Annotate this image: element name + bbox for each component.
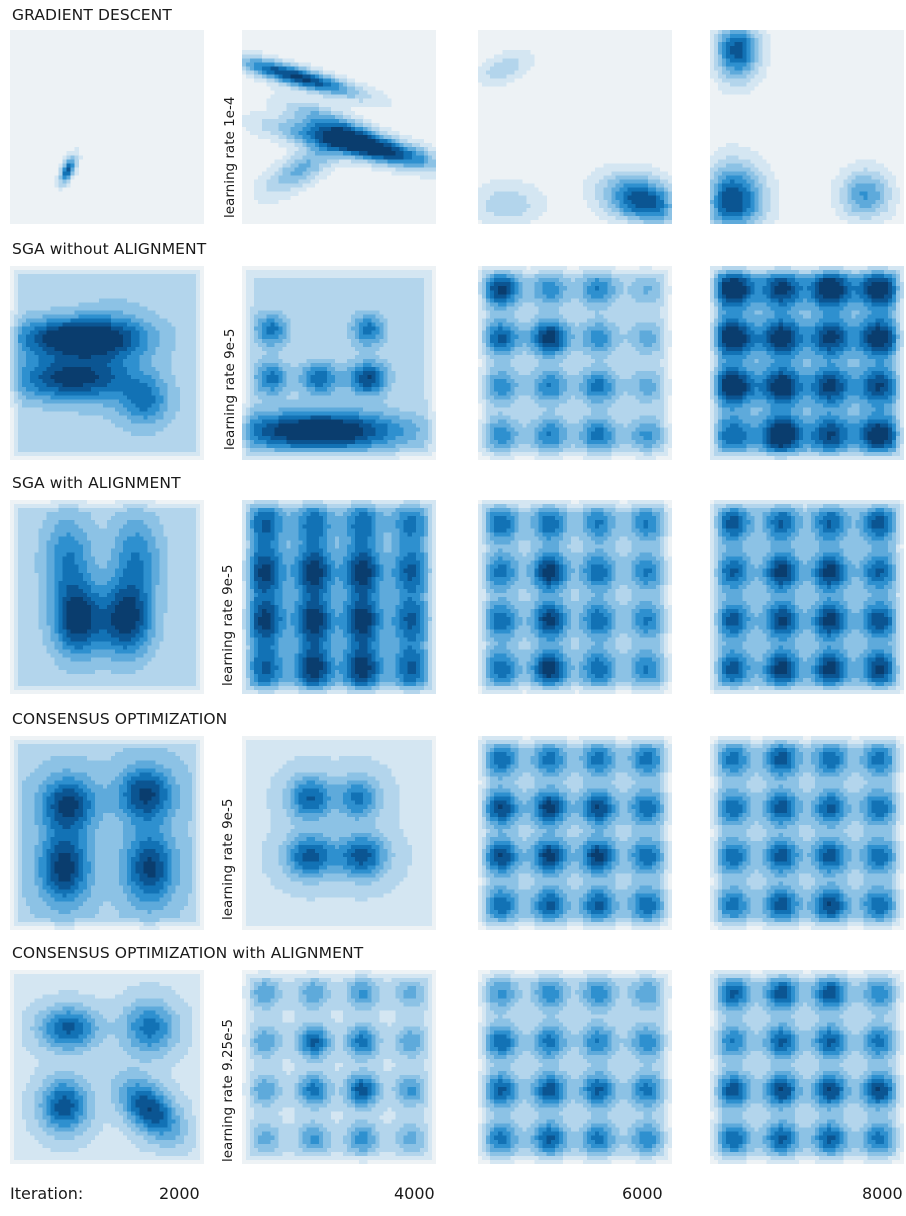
heatmap-panel-row3-col2 — [242, 500, 436, 694]
heatmap-panel-row4-col3 — [478, 736, 672, 930]
heatmap-panel-row2-col3 — [478, 266, 672, 460]
learning-rate-label: learning rate 9e-5 — [220, 799, 236, 920]
heatmap-panel-row2-col4 — [710, 266, 904, 460]
heatmap-panel-row2-col1 — [10, 266, 204, 460]
row-title-gradient-descent: GRADIENT DESCENT — [12, 6, 172, 24]
heatmap-panel-row5-col3 — [478, 970, 672, 1164]
heatmap-panel-row5-col1 — [10, 970, 204, 1164]
learning-rate-label: learning rate 9e-5 — [220, 565, 236, 686]
heatmap-panel-row2-col2 — [242, 266, 436, 460]
heatmap-panel-row4-col4 — [710, 736, 904, 930]
iteration-tick-8000: 8000 — [862, 1184, 903, 1203]
heatmap-panel-row1-col2 — [242, 30, 436, 224]
row-title-consensus-alignment: CONSENSUS OPTIMIZATION with ALIGNMENT — [12, 944, 363, 962]
heatmap-panel-row4-col2 — [242, 736, 436, 930]
heatmap-panel-row5-col2 — [242, 970, 436, 1164]
iteration-tick-2000: 2000 — [159, 1184, 200, 1203]
row-title-sga-with-alignment: SGA with ALIGNMENT — [12, 474, 181, 492]
iteration-label: Iteration: — [10, 1184, 83, 1203]
heatmap-panel-row3-col4 — [710, 500, 904, 694]
learning-rate-label: learning rate 1e-4 — [222, 97, 238, 218]
learning-rate-label: learning rate 9e-5 — [222, 329, 238, 450]
heatmap-panel-row5-col4 — [710, 970, 904, 1164]
heatmap-panel-row1-col3 — [478, 30, 672, 224]
heatmap-panel-row4-col1 — [10, 736, 204, 930]
row-title-consensus: CONSENSUS OPTIMIZATION — [12, 710, 227, 728]
iteration-tick-4000: 4000 — [394, 1184, 435, 1203]
learning-rate-label: learning rate 9.25e-5 — [220, 1019, 236, 1162]
row-title-sga-without-alignment: SGA without ALIGNMENT — [12, 240, 206, 258]
iteration-tick-6000: 6000 — [622, 1184, 663, 1203]
heatmap-panel-row1-col1 — [10, 30, 204, 224]
heatmap-panel-row1-col4 — [710, 30, 904, 224]
heatmap-panel-row3-col3 — [478, 500, 672, 694]
heatmap-panel-row3-col1 — [10, 500, 204, 694]
